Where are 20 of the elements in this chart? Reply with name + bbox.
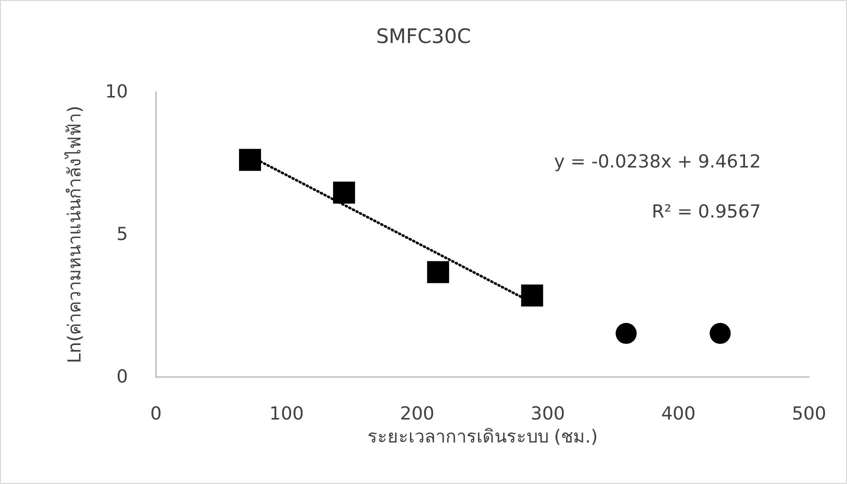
annotation: y = -0.0238x + 9.4612 (554, 152, 762, 172)
point (427, 261, 450, 284)
x-tick-label: 0 (150, 404, 162, 424)
x-tick-label: 200 (400, 404, 434, 424)
chart-title: SMFC30C (376, 24, 471, 48)
point (710, 322, 731, 344)
annotation: R² = 0.9567 (652, 202, 761, 222)
x-tick-label: 300 (530, 404, 565, 424)
y-tick-label: 5 (116, 224, 128, 245)
y-tick-label: 10 (105, 82, 128, 102)
point (333, 182, 356, 204)
point (616, 322, 637, 344)
x-tick-label: 100 (269, 404, 304, 424)
x-tick-label: 400 (661, 404, 696, 424)
x-axis-title: ระยะเวลาการเดินระบบ (ชม.) (367, 426, 598, 448)
point (521, 284, 544, 306)
point (239, 148, 262, 171)
y-tick-label: 0 (116, 366, 128, 388)
y-axis-title: Ln(ค่าความหนาแน่นกำลังไฟฟ้า) (64, 106, 86, 364)
x-tick-label: 500 (792, 404, 826, 424)
